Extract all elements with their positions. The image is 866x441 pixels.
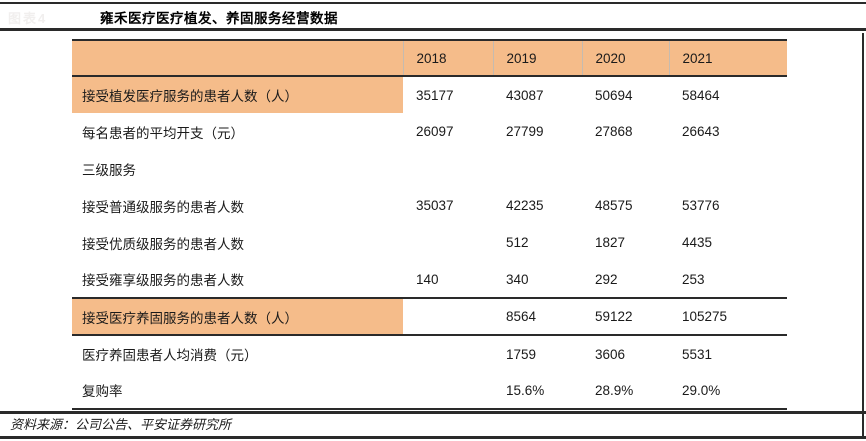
- row-value-2019: [493, 150, 582, 187]
- row-value-2021: 58464: [682, 87, 720, 103]
- row-value-2020: 3606: [595, 346, 626, 362]
- right-frame-rule: [862, 33, 864, 437]
- table-header: 2018 2019 2020 2021: [72, 40, 787, 76]
- row-value-2019: 8564: [506, 309, 537, 324]
- row-value-2018: 140: [416, 271, 439, 287]
- table-row: 复购率 15.6% 28.9% 29.0%: [72, 372, 787, 409]
- table-row: 接受普通级服务的患者人数 35037 42235 48575 53776: [72, 187, 787, 224]
- row-label: 接受雍享级服务的患者人数: [82, 273, 244, 288]
- row-value-2019: 42235: [506, 198, 544, 213]
- row-label: 接受植发医疗服务的患者人数（人）: [72, 76, 403, 113]
- row-value-2021: 5531: [682, 346, 713, 362]
- row-value-2020: 50694: [595, 87, 633, 103]
- row-value-2021: 26643: [682, 124, 720, 139]
- footer-bottom-rule: [0, 436, 866, 439]
- row-label: 三级服务: [82, 162, 136, 178]
- row-value-2018: 35177: [416, 87, 454, 103]
- row-label: 复购率: [82, 384, 123, 399]
- row-label: 每名患者的平均开支（元）: [82, 125, 244, 141]
- row-value-2019: 43087: [506, 87, 544, 103]
- data-table-wrap: 2018 2019 2020 2021 接受植发医疗服务的患者人数（人） 351…: [72, 39, 787, 410]
- row-value-2019: 512: [506, 235, 529, 250]
- row-value-2019: 27799: [506, 124, 544, 139]
- table-body: 接受植发医疗服务的患者人数（人） 35177 43087 50694 58464…: [72, 76, 787, 409]
- header-cell-2018: 2018: [402, 40, 493, 76]
- table-row: 接受雍享级服务的患者人数 140 340 292 253: [72, 261, 787, 298]
- header-cell-label: [72, 40, 403, 76]
- table-row: 接受优质级服务的患者人数 512 1827 4435: [72, 224, 787, 261]
- table-row: 接受植发医疗服务的患者人数（人） 35177 43087 50694 58464: [72, 76, 787, 113]
- row-value-2021: 29.0%: [682, 382, 721, 398]
- row-label: 医疗养固患者人均消费（元）: [82, 348, 258, 363]
- title-rule: [0, 28, 866, 31]
- row-label: 接受医疗养固服务的患者人数（人）: [72, 298, 403, 335]
- row-value-2021: 4435: [682, 235, 713, 250]
- top-rule: [0, 2, 866, 4]
- source-note: 资料来源：公司公告、平安证券研究所: [10, 417, 232, 432]
- table-row: 接受医疗养固服务的患者人数（人） 8564 59122 105275: [72, 298, 787, 335]
- row-value-2019: 1759: [506, 346, 537, 362]
- header-cell-2020: 2020: [581, 40, 669, 76]
- row-value-2020: 48575: [595, 198, 633, 213]
- figure-tag: 图表4: [8, 11, 48, 26]
- row-value-2020: [582, 150, 669, 187]
- table-row: 医疗养固患者人均消费（元） 1759 3606 5531: [72, 335, 787, 372]
- row-label: 接受优质级服务的患者人数: [82, 236, 244, 252]
- row-value-2019: 15.6%: [506, 382, 545, 398]
- row-value-2020: 59122: [595, 309, 633, 324]
- row-value-2021: 105275: [682, 309, 728, 324]
- row-value-2021: [669, 150, 787, 187]
- row-value-2018: [403, 372, 493, 409]
- header-cell-2019: 2019: [492, 40, 582, 76]
- row-value-2018: [403, 298, 493, 335]
- row-value-2019: 340: [506, 271, 529, 287]
- row-value-2018: [403, 335, 493, 372]
- data-table: 2018 2019 2020 2021 接受植发医疗服务的患者人数（人） 351…: [72, 39, 787, 410]
- figure-title: 雍禾医疗医疗植发、养固服务经营数据: [100, 11, 338, 26]
- header-cell-2021: 2021: [668, 40, 787, 76]
- row-value-2018: [403, 224, 493, 261]
- row-value-2018: [403, 150, 493, 187]
- row-value-2020: 28.9%: [595, 382, 634, 398]
- row-value-2020: 292: [595, 271, 618, 287]
- table-header-row: 2018 2019 2020 2021: [72, 40, 787, 76]
- table-row: 每名患者的平均开支（元） 26097 27799 27868 26643: [72, 113, 787, 150]
- row-label: 接受普通级服务的患者人数: [82, 199, 244, 215]
- row-value-2020: 1827: [595, 235, 626, 250]
- row-value-2018: 35037: [416, 198, 454, 213]
- footer-top-rule: [0, 411, 866, 414]
- row-value-2020: 27868: [595, 124, 633, 139]
- row-value-2018: 26097: [416, 124, 454, 139]
- row-value-2021: 53776: [682, 198, 720, 213]
- table-row: 三级服务: [72, 150, 787, 187]
- row-value-2021: 253: [682, 271, 705, 287]
